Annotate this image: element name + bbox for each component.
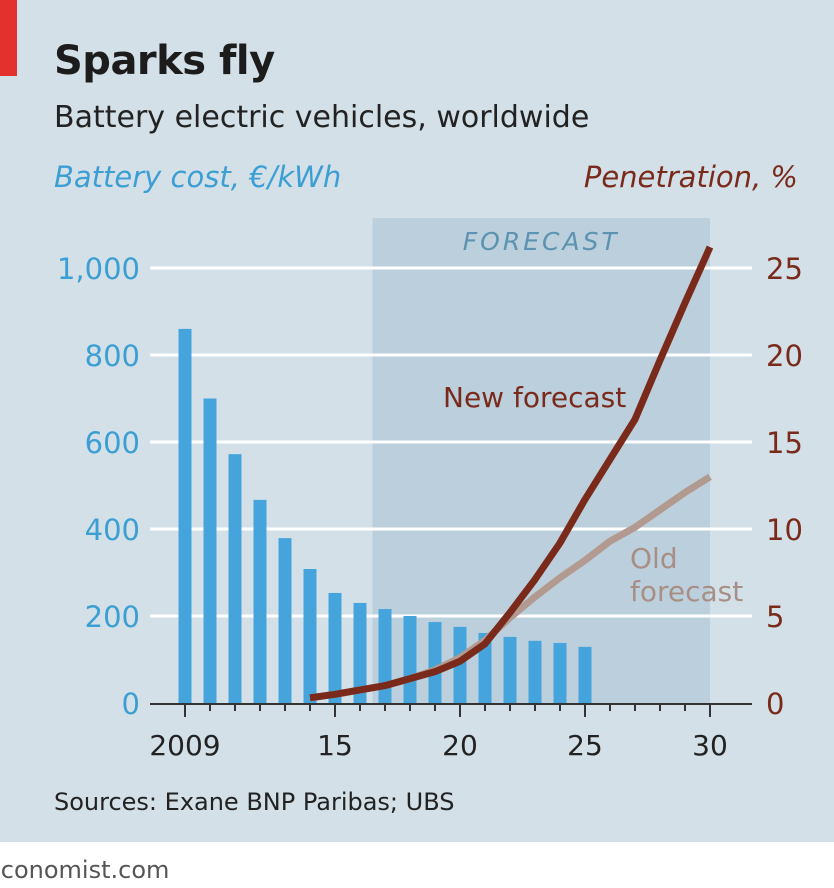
- bar-2024: [553, 642, 567, 703]
- bar-2023: [528, 640, 542, 703]
- right-tick-label: 0: [766, 687, 784, 721]
- footer-site: economist.com: [0, 856, 170, 884]
- bar-2016: [353, 602, 367, 703]
- x-tick-label: 20: [442, 729, 478, 762]
- chart-plot: FORECAST 0 200 400 600 800 1,000 0 5 10 15 20 25 New …: [57, 218, 803, 762]
- right-tick-label: 15: [766, 426, 803, 460]
- left-tick-label: 800: [85, 339, 140, 373]
- left-tick-label: 400: [85, 513, 140, 547]
- x-tick-label: 25: [567, 729, 603, 762]
- bar-2013: [278, 538, 292, 703]
- bar-2015: [328, 592, 342, 703]
- right-tick-label: 10: [766, 513, 803, 547]
- x-tick-label: 30: [692, 729, 728, 762]
- right-tick-label: 20: [766, 339, 803, 373]
- x-tick-label: 2009: [149, 729, 220, 762]
- right-tick-label: 5: [766, 600, 784, 634]
- right-axis-label: Penetration, %: [583, 160, 798, 194]
- forecast-label: FORECAST: [463, 227, 620, 256]
- new-forecast-label: New forecast: [443, 381, 626, 414]
- left-tick-label: 200: [85, 600, 140, 634]
- left-axis-label: Battery cost, €/kWh: [54, 160, 342, 194]
- bar-2019: [428, 622, 442, 703]
- chart-title: Sparks fly: [54, 38, 275, 84]
- right-tick-label: 25: [766, 252, 803, 286]
- x-tick-label: 15: [317, 729, 353, 762]
- source-note: Sources: Exane BNP Paribas; UBS: [54, 788, 455, 816]
- bar-2010: [203, 398, 217, 703]
- bar-2011: [228, 454, 242, 703]
- bar-2014: [303, 569, 317, 703]
- chart-subtitle: Battery electric vehicles, worldwide: [54, 100, 590, 135]
- left-tick-label: 1,000: [57, 252, 140, 286]
- left-tick-label: 600: [85, 426, 140, 460]
- bar-2009: [178, 328, 192, 703]
- bar-2025: [578, 646, 592, 703]
- old-forecast-label-line2: forecast: [630, 575, 743, 608]
- bar-2012: [253, 499, 267, 703]
- left-tick-label: 0: [122, 687, 140, 721]
- bar-2018: [403, 616, 417, 703]
- old-forecast-label-line1: Old: [630, 542, 678, 575]
- bar-2022: [503, 636, 517, 703]
- brand-red-tag: [0, 0, 17, 76]
- new-forecast-line: [309, 245, 714, 702]
- bar-2017: [378, 609, 392, 703]
- forecast-region: [372, 218, 710, 703]
- bar-2021: [478, 632, 492, 703]
